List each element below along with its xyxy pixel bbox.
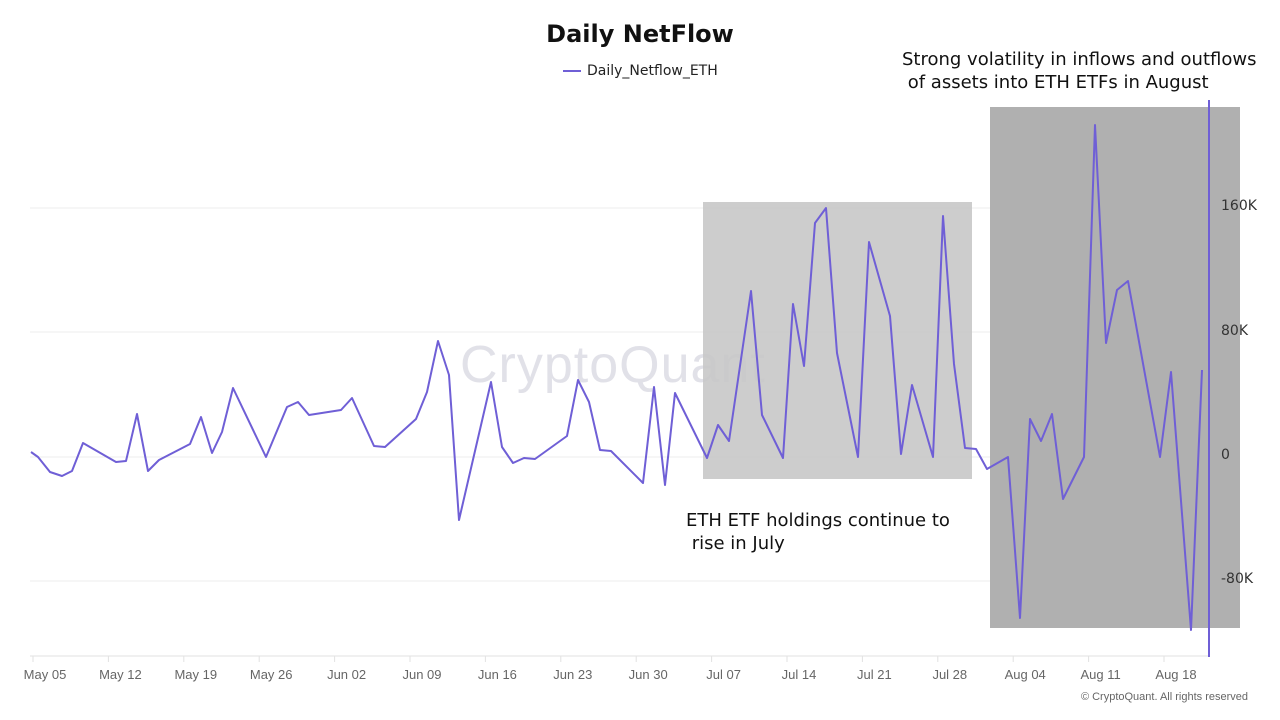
x-tick-label: May 26 <box>249 667 293 682</box>
netflow-line <box>30 124 1203 631</box>
y-tick-label: -80K <box>1221 571 1254 587</box>
x-tick-label: Jun 02 <box>327 667 367 682</box>
copyright-text: © CryptoQuant. All rights reserved <box>1080 691 1248 703</box>
x-tick-label: Jul 21 <box>857 667 892 682</box>
x-tick-label: Aug 04 <box>1004 667 1046 682</box>
y-tick-label: 160K <box>1221 198 1257 214</box>
x-tick-label: Jun 09 <box>402 667 442 682</box>
x-tick-label: Jun 16 <box>477 667 517 682</box>
x-tick-label: May 19 <box>174 667 218 682</box>
legend-label: Daily_Netflow_ETH <box>587 63 718 79</box>
x-tick-label: Jul 14 <box>781 667 817 682</box>
chart-title: Daily NetFlow <box>546 20 734 48</box>
july-highlight-box <box>703 202 972 479</box>
august-annotation: Strong volatility in inflows and outflow… <box>902 49 1257 93</box>
x-tick-label: Jun 30 <box>628 667 668 682</box>
x-tick-label: Aug 11 <box>1080 667 1121 682</box>
x-tick-marks <box>32 656 1165 662</box>
y-tick-label: 0 <box>1221 447 1230 463</box>
x-tick-label: May 05 <box>23 667 67 682</box>
x-tick-label: Jun 23 <box>553 667 593 682</box>
y-tick-label: 80K <box>1221 323 1248 339</box>
legend-line-icon <box>563 70 581 72</box>
legend-item[interactable]: Daily_Netflow_ETH <box>563 63 718 79</box>
august-highlight-box <box>990 107 1240 628</box>
x-tick-label: Aug 18 <box>1155 667 1197 682</box>
x-tick-label: Jul 28 <box>932 667 968 682</box>
july-annotation: ETH ETF holdings continue to rise in Jul… <box>686 510 950 554</box>
x-tick-label: May 12 <box>99 667 142 682</box>
x-tick-label: Jul 07 <box>706 667 741 682</box>
